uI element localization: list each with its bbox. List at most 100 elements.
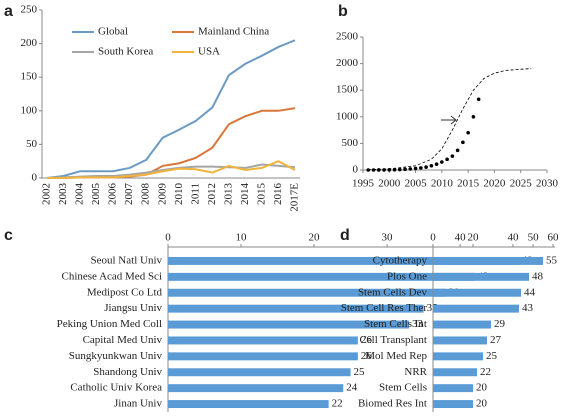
point xyxy=(440,160,444,164)
bar xyxy=(433,336,487,345)
bar xyxy=(433,320,491,329)
category-label: Stem Cell Res Ther xyxy=(341,302,428,314)
x-tick-label: 2005 xyxy=(405,178,428,190)
category-label: Sungkyunkwan Univ xyxy=(69,350,163,362)
y-tick-label: 500 xyxy=(342,137,359,149)
y-tick-label: 0 xyxy=(353,164,359,176)
category-label: Medipost Co Ltd xyxy=(87,286,163,298)
point xyxy=(455,148,460,153)
value-label: 26 xyxy=(361,350,373,362)
x-tick-label: 2013 xyxy=(222,183,234,206)
trend-line xyxy=(368,68,532,171)
bar xyxy=(168,400,329,409)
value-label: 25 xyxy=(486,350,498,362)
value-label: 20 xyxy=(476,382,488,394)
point xyxy=(466,130,470,135)
bar xyxy=(168,368,351,377)
category-label: NRR xyxy=(404,366,427,378)
x-tick-label: 2007 xyxy=(123,183,135,206)
x-tick-label: 10 xyxy=(236,232,248,244)
bar xyxy=(433,304,519,313)
bar xyxy=(168,384,344,393)
series-line xyxy=(46,39,296,179)
panel-label: c xyxy=(4,227,13,244)
x-tick-label: 30 xyxy=(382,232,394,244)
point xyxy=(398,167,402,172)
x-tick-label: 20 xyxy=(468,232,480,244)
legend-label: Global xyxy=(98,26,128,38)
category-label: Stem Cells xyxy=(379,382,427,394)
series-line xyxy=(47,160,296,179)
y-tick-label: 200 xyxy=(21,37,38,49)
x-tick-label: 2016 xyxy=(272,183,284,206)
category-label: Chinese Acad Med Sci xyxy=(61,270,162,282)
value-label: 35 xyxy=(427,302,439,314)
bar xyxy=(433,384,473,393)
x-tick-label: 60 xyxy=(548,232,560,244)
legend-label: Mainland China xyxy=(198,26,269,38)
arrow-head xyxy=(450,115,457,125)
point xyxy=(371,168,376,172)
bar xyxy=(168,304,424,313)
category-label: Stem Cells Int xyxy=(364,318,427,330)
panel-label: d xyxy=(340,227,350,244)
x-tick-label: 2015 xyxy=(255,183,267,206)
value-label: 44 xyxy=(524,286,536,298)
point xyxy=(392,167,397,172)
value-label: 26 xyxy=(361,334,373,346)
category-label: Biomed Res Int xyxy=(358,398,427,410)
value-label: 33 xyxy=(412,318,424,330)
y-tick-label: 2500 xyxy=(336,31,359,43)
point xyxy=(445,157,449,162)
point xyxy=(476,97,481,102)
value-label: 48 xyxy=(532,270,544,282)
bar xyxy=(433,352,483,361)
value-label: 22 xyxy=(480,366,491,378)
bar xyxy=(168,256,519,265)
bar xyxy=(433,368,477,377)
bar xyxy=(168,320,409,329)
x-tick-label: 2020 xyxy=(483,178,506,190)
value-label: 25 xyxy=(354,366,366,378)
category-label: Peking Union Med Coll xyxy=(57,318,162,330)
x-tick-label: 1995 xyxy=(352,178,375,190)
category-label: Cytotherapy xyxy=(373,254,428,266)
category-label: Cell Transplant xyxy=(359,334,427,346)
category-label: Stem Cells Dev xyxy=(358,286,428,298)
y-tick-label: 0 xyxy=(32,172,38,184)
x-tick-label: 2010 xyxy=(431,178,454,190)
bar xyxy=(168,288,446,297)
x-tick-label: 40 xyxy=(455,232,467,244)
value-label: 20 xyxy=(476,398,488,410)
point xyxy=(450,154,455,158)
category-label: Mol Med Rep xyxy=(365,350,427,362)
value-label: 43 xyxy=(522,302,534,314)
x-tick-label: 20 xyxy=(309,232,321,244)
point xyxy=(366,168,371,172)
point xyxy=(429,163,434,168)
point xyxy=(413,166,418,171)
category-label: Jiangsu Univ xyxy=(104,302,162,314)
x-tick-label: 2003 xyxy=(57,183,69,206)
y-tick-label: 100 xyxy=(21,104,38,116)
x-tick-label: 2000 xyxy=(378,178,401,190)
x-tick-label: 2015 xyxy=(457,178,480,190)
x-tick-label: 2009 xyxy=(156,183,168,206)
x-tick-label: 2011 xyxy=(189,183,201,205)
category-label: Jinan Univ xyxy=(114,398,162,410)
legend-label: USA xyxy=(198,46,220,58)
x-tick-label: 40 xyxy=(508,232,520,244)
bar xyxy=(433,272,529,281)
bar xyxy=(433,288,521,297)
panel-label: b xyxy=(338,3,348,20)
y-tick-label: 50 xyxy=(26,138,38,150)
category-label: Shandong Univ xyxy=(93,366,162,378)
x-tick-label: 2014 xyxy=(239,183,251,206)
y-tick-label: 1500 xyxy=(336,84,359,96)
category-label: Capital Med Univ xyxy=(83,334,163,346)
bar xyxy=(168,352,358,361)
panel-label: a xyxy=(4,3,13,20)
x-tick-label: 2010 xyxy=(173,183,185,206)
category-label: Plos One xyxy=(387,270,427,282)
value-label: 22 xyxy=(332,398,343,410)
